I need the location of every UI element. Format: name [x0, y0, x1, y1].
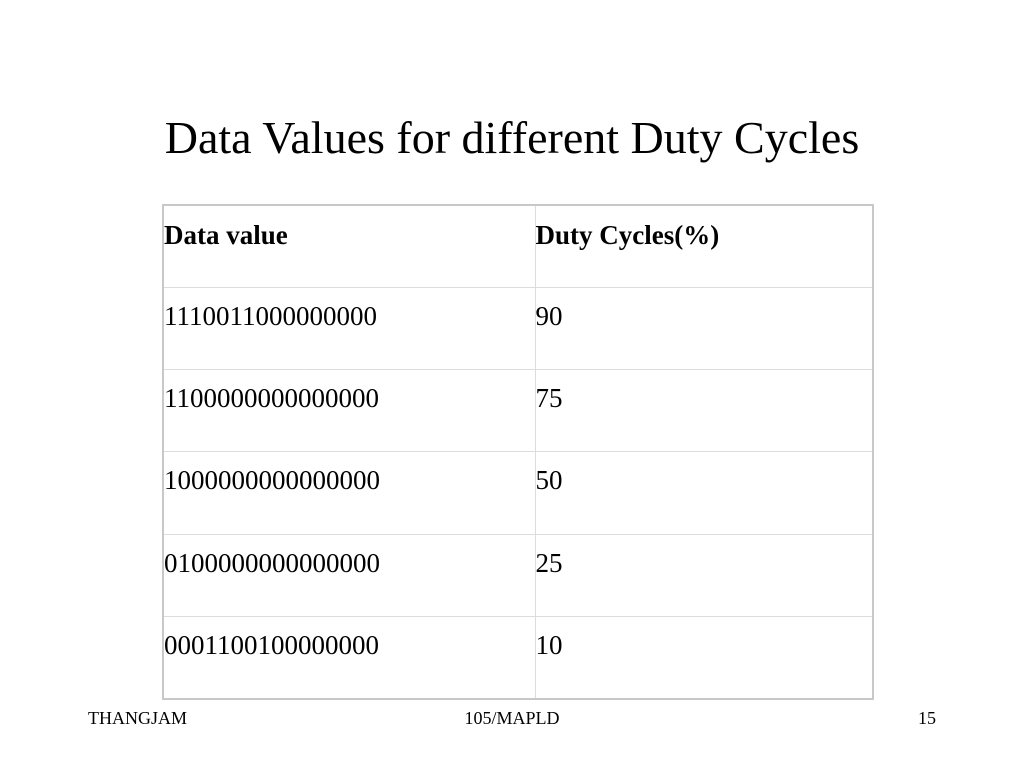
data-value-cell: 1100000000000000	[162, 369, 536, 453]
table-row: 0001100100000000 10	[162, 616, 874, 700]
duty-cycle-cell: 25	[534, 533, 874, 618]
duty-cycle-cell: 90	[534, 286, 874, 371]
data-value-cell: 1000000000000000	[162, 451, 536, 535]
data-table: Data value Duty Cycles(%) 11100110000000…	[162, 204, 874, 700]
data-value-cell: 0001100100000000	[162, 616, 536, 700]
slide-title: Data Values for different Duty Cycles	[164, 112, 860, 163]
table-header-row: Data value Duty Cycles(%)	[162, 204, 874, 288]
table-row: 1110011000000000 90	[162, 286, 874, 371]
duty-cycle-cell: 10	[534, 616, 874, 700]
footer-author: THANGJAM	[88, 708, 187, 728]
table-row: 0100000000000000 25	[162, 533, 874, 618]
header-data-value: Data value	[162, 204, 536, 288]
data-value-cell: 1110011000000000	[162, 286, 536, 371]
duty-cycle-cell: 50	[534, 451, 874, 535]
table-row: 1100000000000000 75	[162, 369, 874, 453]
table-row: 1000000000000000 50	[162, 451, 874, 535]
footer-event: 105/MAPLD	[464, 708, 560, 728]
duty-cycle-cell: 75	[534, 369, 874, 453]
slide-number: 15	[918, 708, 936, 728]
data-value-cell: 0100000000000000	[162, 533, 536, 618]
header-duty-cycles: Duty Cycles(%)	[534, 204, 874, 288]
